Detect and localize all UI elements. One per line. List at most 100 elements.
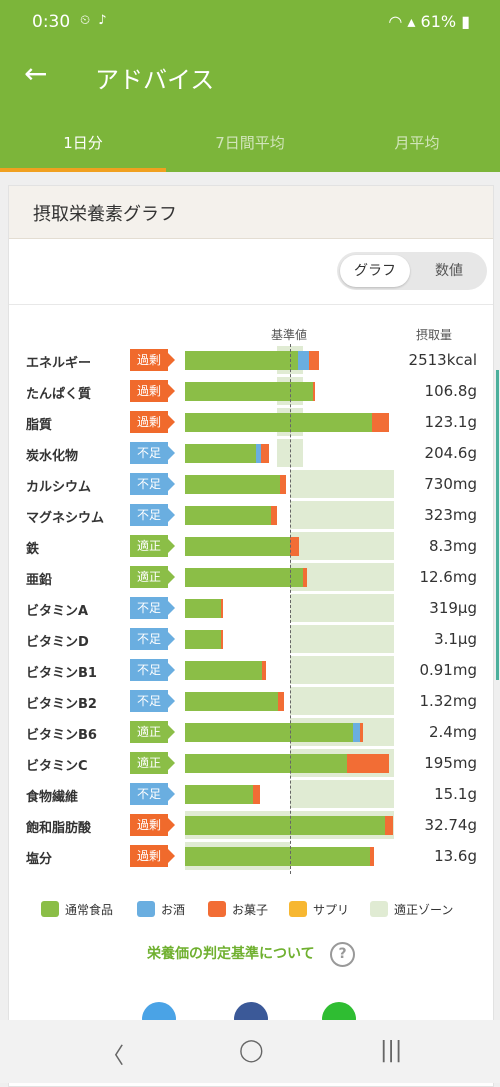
intake-value: 2.4mg [429,723,477,741]
legend-label: 通常食品 [65,903,114,917]
legend-label: お酒 [161,903,186,917]
snack-bar [369,847,374,866]
snack-bar [360,723,364,742]
nav-back-icon[interactable]: 〈 [102,1044,125,1069]
food-bar [185,692,279,711]
food-bar [185,816,385,835]
intake-value: 8.3mg [429,537,477,555]
view-toggle: グラフ 数値 [337,252,487,290]
food-bar [185,847,370,866]
status-badge: 適正 [130,721,175,743]
legend-swatch [41,901,59,917]
nutrient-name: ビタミンB6 [26,728,97,743]
status-bar: 0:30 ⏲ ♪ ◠ ▴ 61% ▮ [0,0,500,40]
optimal-zone [290,470,394,498]
status-badge: 過剰 [130,411,175,433]
reference-line [290,344,291,874]
intake-column-header: 摂取量 [416,328,453,342]
food-bar [185,413,372,432]
tab-monthly-average[interactable]: 月平均 [394,134,440,152]
status-badge: 過剰 [130,814,175,836]
snack-bar [371,413,389,432]
intake-value: 730mg [424,475,477,493]
optimal-zone [290,656,394,684]
snack-bar [253,785,260,804]
numbers-view-button[interactable]: 数値 [435,263,463,279]
food-bar [185,723,353,742]
snack-bar [261,661,266,680]
back-arrow-icon[interactable]: ← [24,57,48,90]
nutrient-name: 食物繊維 [26,790,79,805]
legend-label: サプリ [313,903,350,917]
nav-recents-icon[interactable]: ||| [380,1038,403,1063]
snack-bar [271,506,278,525]
nutrient-name: 塩分 [26,852,53,867]
status-badge: 適正 [130,752,175,774]
snack-bar [290,537,300,556]
status-badge: 不足 [130,783,175,805]
snack-bar [302,568,307,587]
legend-swatch [370,901,388,917]
scroll-indicator [496,370,499,680]
intake-value: 13.6g [434,847,477,865]
food-bar [185,475,280,494]
intake-value: 123.1g [424,413,477,431]
optimal-zone [290,625,394,653]
battery-level: 61% [420,12,457,31]
food-bar [185,382,314,401]
app-bar: ← アドバイス [0,40,500,116]
battery-icon: ▮ [461,12,470,31]
snack-bar [260,444,269,463]
nutrient-name: ビタミンD [26,635,89,650]
food-bar [185,506,272,525]
graph-view-button[interactable]: グラフ [340,255,410,287]
nutrient-name: ビタミンC [26,759,88,774]
snack-bar [279,475,286,494]
intake-value: 204.6g [424,444,477,462]
card-header: 摂取栄養素グラフ [9,186,493,239]
intake-value: 3.1μg [434,630,477,648]
nutrient-name: 飽和脂肪酸 [26,821,92,836]
notification-icons: ⏲ ♪ [80,13,109,28]
nutrient-name: エネルギー [26,356,92,371]
divider [9,304,493,305]
optimal-zone [290,594,394,622]
tab-seven-day-average[interactable]: 7日間平均 [215,134,285,152]
snack-bar [220,599,223,618]
help-icon[interactable]: ? [330,942,355,967]
snack-bar [384,816,393,835]
status-badge: 不足 [130,504,175,526]
tab-one-day[interactable]: 1日分 [0,116,166,172]
nutrient-name: 亜鉛 [26,573,53,588]
status-badge: 不足 [130,473,175,495]
food-bar [185,630,221,649]
intake-value: 32.74g [424,816,477,834]
optimal-zone [290,780,394,808]
intake-value: 0.91mg [419,661,477,679]
legend-label: 適正ゾーン [394,903,454,917]
card-title: 摂取栄養素グラフ [33,204,177,225]
food-bar [185,599,221,618]
criteria-link[interactable]: 栄養価の判定基準について [147,946,315,962]
legend-swatch [137,901,155,917]
status-badge: 不足 [130,442,175,464]
food-bar [185,661,262,680]
nutrient-name: カルシウム [26,480,92,495]
intake-value: 319μg [429,599,477,617]
legend-swatch [208,901,226,917]
alcohol-bar [353,723,361,742]
snack-bar [313,382,316,401]
nutrient-name: 脂質 [26,418,53,433]
food-bar [185,537,290,556]
legend-swatch [289,901,307,917]
nav-home-icon[interactable]: ◯ [239,1038,264,1063]
optimal-zone [290,687,394,715]
food-bar [185,351,299,370]
reference-column-header: 基準値 [271,328,308,342]
status-badge: 適正 [130,566,175,588]
nutrient-graph-card: 摂取栄養素グラフ グラフ 数値 基準値 摂取量 エネルギー 過剰 2513kcal た… [8,185,494,1087]
nutrient-name: ビタミンA [26,604,89,619]
status-badge: 不足 [130,597,175,619]
chart-legend: 通常食品 お酒 お菓子 サプリ 適正ゾーン [9,899,493,921]
intake-value: 2513kcal [408,351,477,369]
